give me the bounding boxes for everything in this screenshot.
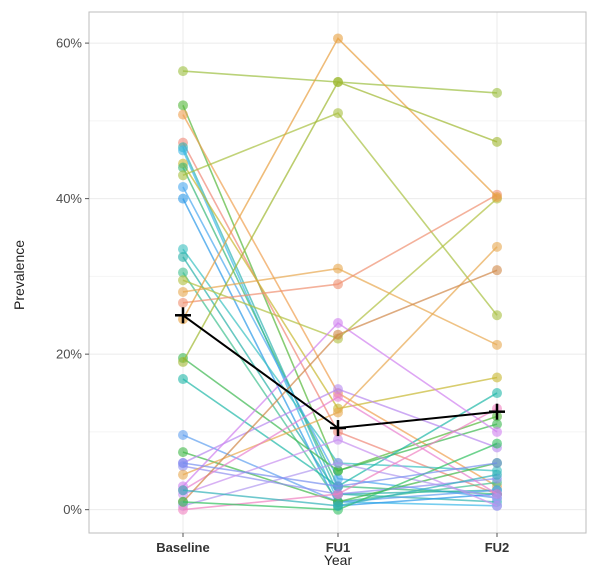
mean-marker-2 bbox=[489, 403, 505, 420]
series-17 bbox=[178, 33, 502, 325]
series-point-20-0 bbox=[178, 374, 188, 385]
series-point-10-0 bbox=[178, 193, 188, 204]
series-point-19-0 bbox=[178, 356, 188, 367]
series-point-34-0 bbox=[178, 458, 188, 469]
series-point-1-0 bbox=[178, 100, 188, 111]
series-point-8-0 bbox=[178, 170, 188, 181]
mean-marker-0 bbox=[175, 307, 191, 324]
series-point-28-2 bbox=[492, 500, 502, 511]
series-point-11-0 bbox=[178, 244, 188, 255]
series-point-18-1 bbox=[333, 465, 343, 476]
y-axis-title: Prevalence bbox=[11, 240, 27, 310]
y-tick-label-0: 0% bbox=[63, 502, 82, 517]
series-point-22-0 bbox=[178, 447, 188, 458]
series-point-5-0 bbox=[178, 145, 188, 156]
y-tick-label-1: 20% bbox=[56, 347, 82, 362]
series-point-0-0 bbox=[178, 66, 188, 77]
series-25 bbox=[178, 241, 502, 480]
y-axis-ticks: 0% 20% 40% 60% bbox=[56, 36, 89, 517]
series-point-14-0 bbox=[178, 275, 188, 286]
series-lines bbox=[178, 33, 502, 515]
x-axis-title: Year bbox=[324, 552, 353, 567]
series-point-16-0 bbox=[178, 297, 188, 308]
series-point-26-1 bbox=[333, 318, 343, 329]
series-point-32-2 bbox=[492, 438, 502, 449]
series-point-17-2 bbox=[492, 192, 502, 203]
series-point-17-1 bbox=[333, 33, 343, 44]
x-tick-label-2: FU2 bbox=[485, 540, 510, 555]
mean-series bbox=[175, 307, 505, 437]
series-point-29-1 bbox=[333, 329, 343, 340]
series-point-34-2 bbox=[492, 458, 502, 469]
series-point-33-1 bbox=[333, 500, 343, 511]
series-point-19-2 bbox=[492, 136, 502, 147]
series-point-8-1 bbox=[333, 108, 343, 119]
series-point-25-1 bbox=[333, 407, 343, 418]
series-point-2-0 bbox=[178, 109, 188, 120]
series-point-26-2 bbox=[492, 426, 502, 437]
series-point-25-2 bbox=[492, 241, 502, 252]
series-point-33-2 bbox=[492, 469, 502, 480]
mean-marker-1 bbox=[330, 420, 346, 437]
series-33 bbox=[178, 469, 502, 511]
series-point-9-1 bbox=[333, 473, 343, 484]
series-point-21-0 bbox=[178, 430, 188, 441]
series-point-19-1 bbox=[333, 76, 343, 87]
series-point-32-0 bbox=[178, 496, 188, 507]
y-tick-label-3: 60% bbox=[56, 36, 82, 51]
series-15 bbox=[178, 263, 502, 350]
series-point-15-2 bbox=[492, 339, 502, 350]
series-point-23-1 bbox=[333, 384, 343, 395]
series-point-13-0 bbox=[178, 267, 188, 278]
series-point-28-1 bbox=[333, 434, 343, 445]
series-point-34-1 bbox=[333, 481, 343, 492]
x-tick-label-1: FU1 bbox=[326, 540, 351, 555]
series-34 bbox=[178, 458, 502, 492]
series-point-12-0 bbox=[178, 251, 188, 262]
series-8 bbox=[178, 108, 502, 321]
x-tick-label-0: Baseline bbox=[156, 540, 209, 555]
series-point-7-0 bbox=[178, 162, 188, 173]
series-point-27-1 bbox=[333, 391, 343, 402]
x-axis-ticks: Baseline FU1 FU2 bbox=[156, 533, 509, 555]
series-point-20-2 bbox=[492, 388, 502, 399]
series-point-31-0 bbox=[178, 504, 188, 515]
series-point-0-2 bbox=[492, 87, 502, 98]
series-point-18-2 bbox=[492, 419, 502, 430]
series-point-15-1 bbox=[333, 263, 343, 274]
series-point-30-1 bbox=[333, 458, 343, 469]
series-point-9-0 bbox=[178, 181, 188, 192]
series-point-33-0 bbox=[178, 485, 188, 496]
series-point-29-2 bbox=[492, 265, 502, 276]
series-19 bbox=[178, 76, 502, 367]
series-point-16-1 bbox=[333, 279, 343, 290]
series-point-25-0 bbox=[178, 469, 188, 480]
series-point-15-0 bbox=[178, 286, 188, 297]
y-tick-label-2: 40% bbox=[56, 191, 82, 206]
series-point-31-1 bbox=[333, 489, 343, 500]
series-point-8-2 bbox=[492, 310, 502, 321]
series-point-30-2 bbox=[492, 493, 502, 504]
series-point-6-2 bbox=[492, 372, 502, 383]
